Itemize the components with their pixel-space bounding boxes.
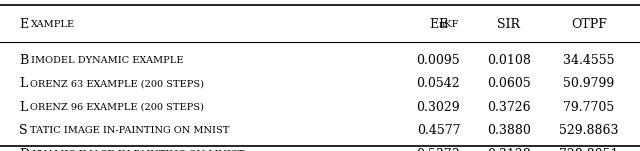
Text: 0.0095: 0.0095: [417, 54, 460, 67]
Text: B: B: [19, 54, 28, 67]
Text: SIR: SIR: [497, 18, 520, 31]
Text: 0.0542: 0.0542: [417, 77, 460, 90]
Text: E: E: [429, 18, 438, 31]
Text: E: E: [19, 18, 28, 31]
Text: D: D: [19, 148, 29, 151]
Text: E: E: [438, 18, 447, 31]
Text: YNAMIC IMAGE IN-PAINTING ON MNIST: YNAMIC IMAGE IN-PAINTING ON MNIST: [32, 149, 244, 151]
Text: 0.0605: 0.0605: [487, 77, 531, 90]
Text: 0.3726: 0.3726: [487, 101, 531, 114]
Text: OTPF: OTPF: [571, 18, 607, 31]
Text: 0.4577: 0.4577: [417, 124, 460, 137]
Text: 0.0108: 0.0108: [487, 54, 531, 67]
Text: 79.7705: 79.7705: [563, 101, 614, 114]
Text: 0.3880: 0.3880: [487, 124, 531, 137]
Text: 0.3029: 0.3029: [417, 101, 460, 114]
Text: L: L: [19, 77, 28, 90]
Text: 34.4555: 34.4555: [563, 54, 614, 67]
Text: IMODEL DYNAMIC EXAMPLE: IMODEL DYNAMIC EXAMPLE: [31, 56, 184, 65]
Text: 0.3128: 0.3128: [487, 148, 531, 151]
Text: ORENZ 63 EXAMPLE (200 STEPS): ORENZ 63 EXAMPLE (200 STEPS): [30, 79, 204, 88]
Text: XAMPLE: XAMPLE: [31, 20, 75, 29]
Text: nKF: nKF: [438, 20, 459, 29]
Text: 728.8051: 728.8051: [559, 148, 618, 151]
Text: 50.9799: 50.9799: [563, 77, 614, 90]
Text: 0.5373: 0.5373: [417, 148, 460, 151]
Text: TATIC IMAGE IN-PAINTING ON MNIST: TATIC IMAGE IN-PAINTING ON MNIST: [30, 126, 230, 135]
Text: S: S: [19, 124, 28, 137]
Text: L: L: [19, 101, 28, 114]
Text: ORENZ 96 EXAMPLE (200 STEPS): ORENZ 96 EXAMPLE (200 STEPS): [30, 103, 204, 112]
Text: 529.8863: 529.8863: [559, 124, 618, 137]
